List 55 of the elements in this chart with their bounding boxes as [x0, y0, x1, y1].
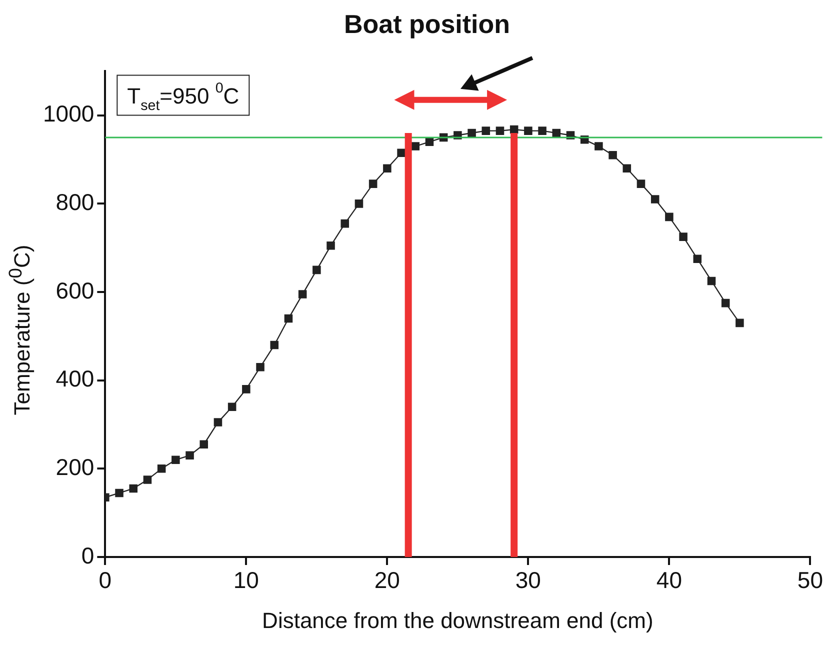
x-tick-label: 20 — [374, 567, 400, 594]
x-tick-label: 10 — [233, 567, 259, 594]
point — [298, 290, 307, 298]
y-tick-label: 800 — [56, 189, 94, 216]
point — [129, 484, 138, 493]
point — [736, 318, 744, 328]
point — [482, 126, 490, 135]
point — [284, 314, 293, 323]
point — [186, 451, 194, 460]
point — [214, 418, 222, 426]
point — [397, 148, 406, 158]
y-tick-label: 400 — [56, 366, 94, 392]
point — [510, 125, 518, 134]
x-tick-label: 40 — [656, 567, 682, 594]
point — [256, 362, 264, 372]
chart-title: Boat position — [344, 8, 510, 39]
point — [721, 298, 730, 308]
point — [368, 180, 378, 188]
x-axis-title: Distance from the downstream end (cm) — [262, 608, 654, 633]
point — [242, 385, 250, 394]
point — [496, 126, 504, 135]
point — [538, 126, 546, 135]
point — [270, 340, 279, 350]
point — [608, 150, 617, 160]
point — [228, 402, 236, 411]
x-tick-label: 30 — [515, 567, 541, 594]
y-tick-label: 200 — [56, 454, 94, 480]
point — [143, 476, 152, 484]
point — [411, 142, 420, 150]
point — [157, 464, 166, 473]
y-tick-label: 1000 — [42, 100, 94, 127]
point — [707, 276, 716, 286]
point — [172, 456, 180, 464]
point — [115, 488, 124, 498]
point — [340, 219, 350, 228]
y-tick-label: 600 — [56, 277, 94, 304]
x-tick-label: 0 — [98, 567, 112, 594]
point — [622, 164, 632, 172]
point — [679, 232, 688, 241]
point — [636, 180, 646, 188]
point — [383, 164, 392, 172]
point — [524, 126, 532, 135]
point — [312, 266, 321, 274]
point — [354, 200, 364, 208]
point — [693, 254, 702, 264]
point — [665, 212, 674, 222]
point — [200, 440, 208, 449]
point — [650, 195, 660, 204]
point — [326, 242, 335, 250]
point — [594, 142, 603, 150]
point — [425, 138, 434, 146]
point — [468, 128, 476, 138]
y-tick-label: 0 — [81, 542, 94, 568]
point — [552, 128, 561, 138]
x-tick-label: 50 — [797, 567, 824, 594]
